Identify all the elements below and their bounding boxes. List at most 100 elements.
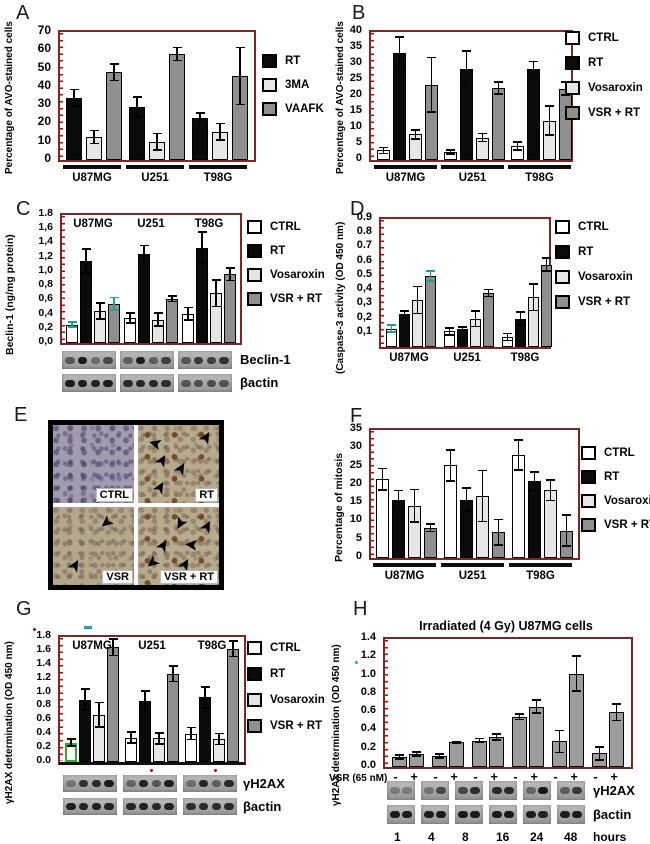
protein-band (559, 787, 570, 794)
legend-swatch (581, 494, 596, 508)
vsr-sign: + (570, 770, 578, 784)
y-tick-label: 50 (37, 59, 51, 74)
error-bar-stem (474, 310, 477, 328)
bar (167, 673, 179, 762)
error-bar-cap (81, 272, 91, 275)
protein-band (151, 803, 161, 810)
y-tick-label: 0.2 (360, 740, 376, 753)
error-bar-stem (136, 96, 138, 118)
protein-band (470, 811, 480, 818)
error-bar (542, 257, 551, 272)
category-underline (189, 165, 247, 169)
error-bar-cap (503, 339, 512, 342)
y-tick-label: 10 (349, 120, 362, 132)
vsr-sign: - (393, 770, 398, 784)
panel-d: D (Caspase-3 activity (OD 450 nm) 0.9 0.8… (325, 195, 650, 400)
protein-band (525, 811, 536, 818)
western-blot-strip (62, 374, 116, 392)
error-bar-stem (232, 640, 234, 658)
plot-frame (369, 428, 580, 560)
category-label: U87MG (381, 352, 437, 365)
western-blot-strip (523, 805, 551, 824)
panel-c: C Beclin-1 (ng/mg protein) 1.8 1,6 1,4 1,2 1… (0, 195, 325, 400)
error-bar-stem (430, 56, 433, 113)
legend-label: Vosaroxin (270, 694, 325, 706)
legend-label: Vosaroxin (588, 82, 643, 94)
bar (224, 274, 236, 343)
legend-label: 3MA (285, 79, 310, 91)
vsr-sign: + (610, 770, 618, 784)
category-underline (63, 165, 121, 169)
bar (472, 740, 487, 767)
error-bar-stem (532, 60, 535, 79)
y-tick-label: 0.8 (360, 685, 376, 698)
error-bar-stem (172, 665, 174, 683)
apoptosis-arrow-icon: ➤ (153, 535, 175, 556)
protein-band (151, 780, 161, 787)
error-bar (379, 146, 388, 155)
vsr-sign: + (530, 770, 538, 784)
micrograph-label: VSR + RT (161, 571, 217, 583)
error-bar (529, 60, 538, 79)
western-blot-strip (455, 805, 483, 824)
vsr-sign: - (513, 770, 518, 784)
error-bar-cap (139, 261, 149, 264)
error-bar-cap (513, 149, 522, 152)
protein-band (103, 356, 113, 364)
western-blot-strip (489, 805, 517, 824)
protein-band (148, 356, 158, 364)
error-bar-cap (95, 317, 105, 320)
panel-a-chart: 70 60 50 40 30 20 10 0 U87MG U251 T98G (24, 24, 256, 203)
hour-label: 48 (564, 830, 578, 844)
legend-swatch (555, 220, 570, 234)
micrograph-rt: ➤ ➤ ➤ ➤ ➤ RT (138, 425, 219, 503)
error-bar (225, 266, 235, 282)
western-blot-strip (183, 775, 237, 792)
legend-swatch (247, 244, 262, 258)
blot-row-label: βactin (240, 375, 279, 390)
error-bar (555, 729, 564, 754)
error-bar (186, 726, 196, 741)
y-tick-label: 35 (349, 40, 362, 52)
y-tick-label: 15 (349, 104, 362, 116)
category-label-text: U251 (141, 171, 169, 184)
protein-band (470, 787, 480, 794)
error-bar-cap (411, 137, 420, 140)
y-tick-label: 10 (37, 132, 51, 147)
group-label: U87MG (72, 640, 112, 652)
legend-entry: Vosaroxin (565, 80, 643, 96)
hour-label: 1 (394, 830, 401, 844)
legend-label: CTRL (588, 32, 619, 44)
y-tick-label: 0 (44, 151, 51, 165)
legend-label: Vosaroxin (604, 495, 650, 507)
error-bar (235, 46, 245, 106)
y-tick-label: 1.8 (38, 207, 53, 219)
category-label-text: U87MG (384, 569, 425, 582)
plot-frame (58, 30, 256, 162)
bar (166, 298, 178, 343)
bar (376, 479, 389, 558)
vsr-sign: + (490, 770, 498, 784)
error-bar (595, 745, 604, 761)
panel-a: A Percentage of AVO-stained cells 70 60 50… (0, 0, 325, 195)
red-mark (33, 628, 36, 631)
y-tick-label: 0.0 (360, 759, 376, 771)
protein-band (148, 379, 158, 387)
error-bar (140, 690, 150, 712)
protein-band (402, 811, 412, 818)
y-tick-label: 1.2 (36, 670, 51, 683)
protein-band (65, 356, 75, 364)
protein-band (66, 780, 76, 787)
error-bar (387, 324, 396, 333)
error-bar (426, 522, 435, 533)
error-bar-stem (575, 655, 578, 693)
protein-band (389, 811, 400, 818)
western-blot-strip (387, 781, 415, 800)
error-bar-cap (546, 499, 555, 502)
error-bar (215, 122, 225, 141)
vsr-sign: - (433, 770, 438, 784)
protein-band (491, 811, 502, 818)
y-tick-label: 40 (349, 24, 362, 36)
error-bar (546, 479, 555, 502)
protein-band (194, 356, 204, 364)
